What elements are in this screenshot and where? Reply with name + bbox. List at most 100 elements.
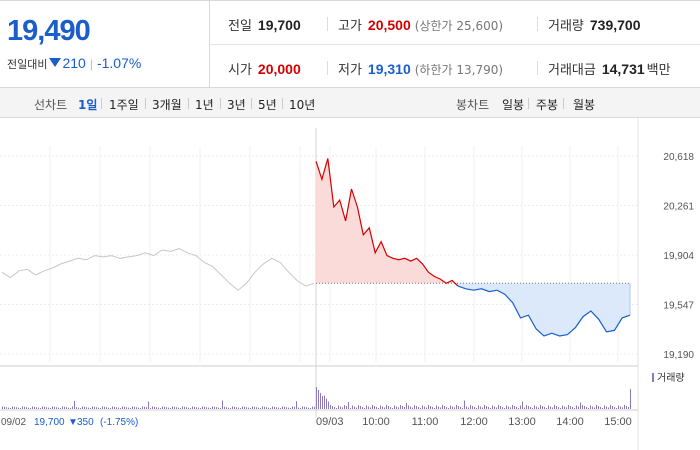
tab-1year[interactable]: 1년 — [195, 98, 214, 112]
tab-daily-candle[interactable]: 일봉 — [502, 98, 525, 112]
volume-bar — [468, 407, 469, 409]
y-tick-label: 19,190 — [663, 350, 694, 361]
tab-monthly-candle[interactable]: 월봉 — [573, 98, 596, 112]
tab-separator — [145, 98, 146, 109]
volume-bar — [570, 406, 571, 409]
volume-bar — [438, 406, 439, 409]
volume-bar — [526, 405, 527, 409]
volume-bar — [170, 408, 171, 409]
volume-bar — [178, 407, 179, 409]
down-triangle-icon — [49, 58, 62, 67]
volume-bar — [182, 406, 183, 409]
volume-bar — [440, 407, 441, 409]
price-change: 전일대비 210 | -1.07% — [7, 55, 141, 72]
volume-bar — [466, 406, 467, 409]
volume-bar — [364, 408, 365, 409]
volume-bar — [584, 406, 585, 409]
volume-bar — [518, 408, 519, 409]
volume-bar — [524, 407, 525, 409]
volume-bar — [366, 405, 367, 409]
volume-bar — [266, 407, 267, 409]
stat-divider — [537, 61, 538, 75]
x-tick-label: 13:00 — [508, 416, 536, 428]
tab-3month[interactable]: 3개월 — [152, 98, 182, 112]
volume-bar — [112, 406, 113, 409]
volume-bar — [354, 406, 355, 409]
tab-5year[interactable]: 5년 — [258, 98, 277, 112]
volume-legend-label: 거래량 — [657, 372, 685, 384]
tab-separator — [220, 98, 221, 109]
volume-bar — [350, 408, 351, 409]
volume-bar — [376, 407, 377, 409]
volume-bar — [302, 406, 303, 409]
volume-bar — [144, 406, 145, 409]
volume-bar — [504, 408, 505, 409]
volume-bar — [228, 407, 229, 409]
volume-bar — [418, 407, 419, 409]
volume-bar — [244, 406, 245, 409]
volume-bar — [464, 400, 465, 409]
volume-bar — [328, 401, 329, 409]
volume-bar — [590, 405, 591, 409]
volume-bar — [334, 407, 335, 409]
stat-label: 전일 — [228, 19, 252, 34]
volume-bar — [230, 408, 231, 409]
y-axis-ticks: 20,618 20,261 19,904 19,547 19,190 — [663, 152, 694, 361]
volume-bar — [214, 406, 215, 409]
volume-bar — [124, 406, 125, 409]
tab-weekly-candle[interactable]: 주봉 — [536, 98, 559, 112]
volume-bar — [596, 405, 597, 409]
volume-bar — [298, 407, 299, 409]
volume-bar — [348, 402, 349, 409]
prev-day-date: 09/02 — [1, 417, 26, 428]
volume-bar — [140, 408, 141, 409]
volume-bar — [628, 407, 629, 409]
volume-bar — [372, 405, 373, 409]
volume-bar — [70, 408, 71, 409]
volume-bar — [240, 408, 241, 409]
volume-bar — [624, 405, 625, 409]
volume-bar — [56, 407, 57, 409]
volume-bar — [200, 408, 201, 409]
x-tick-label: 09/03 — [316, 416, 344, 428]
tab-1week[interactable]: 1주일 — [109, 98, 139, 112]
tab-separator — [528, 98, 529, 109]
volume-bar — [420, 408, 421, 409]
volume-bar — [470, 405, 471, 409]
volume-bar — [44, 406, 45, 409]
stat-value: 739,700 — [589, 17, 641, 33]
volume-bar — [204, 406, 205, 409]
volume-bar — [192, 406, 193, 409]
volume-bar — [318, 390, 319, 409]
volume-bar — [282, 406, 283, 409]
volume-bar — [226, 407, 227, 409]
volume-bar — [186, 407, 187, 409]
tab-10year[interactable]: 10년 — [289, 98, 316, 112]
volume-bar — [540, 405, 541, 409]
stat-open: 시가 20,000 — [228, 59, 301, 78]
volume-bar — [164, 406, 165, 409]
volume-bar — [456, 405, 457, 409]
volume-bar — [424, 406, 425, 409]
volume-bar — [78, 407, 79, 409]
volume-bar — [536, 406, 537, 409]
stat-value: 14,731 — [601, 61, 645, 77]
volume-bar — [550, 406, 551, 409]
volume-bar — [344, 405, 345, 409]
tab-1day[interactable]: 1일 — [78, 98, 98, 112]
change-value: 210 — [62, 55, 86, 71]
volume-bar — [602, 408, 603, 409]
volume-bar — [174, 406, 175, 409]
volume-bar — [592, 406, 593, 409]
volume-bar — [64, 406, 65, 409]
volume-bar — [50, 408, 51, 409]
volume-bar — [52, 406, 53, 409]
volume-bar — [428, 405, 429, 409]
tab-3year[interactable]: 3년 — [227, 98, 246, 112]
volume-bar — [306, 407, 307, 409]
volume-bar — [42, 406, 43, 409]
volume-bar — [142, 406, 143, 409]
volume-bar — [472, 406, 473, 409]
volume-bar — [528, 406, 529, 409]
stat-turnover: 거래대금 14,731 백만 — [548, 59, 677, 78]
